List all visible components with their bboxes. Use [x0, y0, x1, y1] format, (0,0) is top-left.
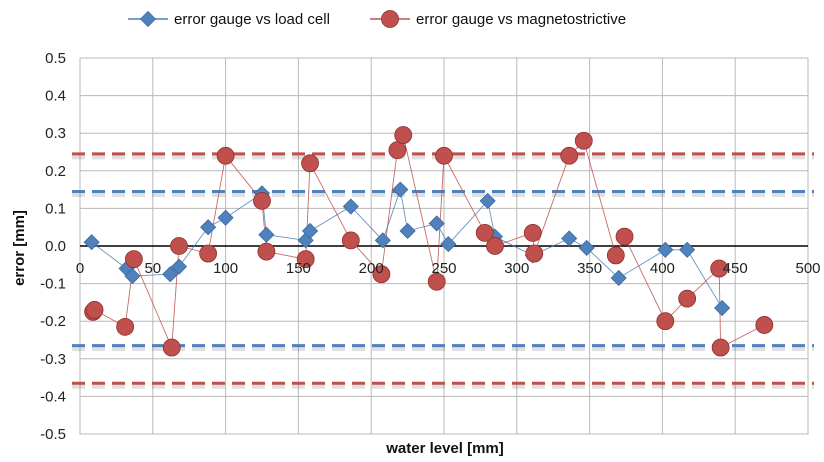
diamond-point — [479, 192, 496, 209]
circle-point — [615, 227, 634, 246]
y-tick-label: -0.1 — [40, 276, 66, 293]
x-tick-label: 250 — [431, 260, 456, 277]
circle-point — [574, 131, 593, 150]
circle-point — [755, 316, 774, 334]
diamond-point — [162, 266, 179, 283]
legend-label: error gauge vs load cell — [174, 11, 330, 28]
circle-point — [124, 250, 143, 269]
y-tick-label: -0.3 — [40, 351, 66, 368]
x-tick-label: 200 — [359, 260, 384, 277]
diamond-point — [170, 258, 188, 275]
y-tick-label: -0.2 — [40, 313, 66, 330]
circle-point — [486, 237, 504, 255]
x-tick-label: 350 — [577, 260, 602, 277]
x-tick-label: 0 — [76, 260, 84, 277]
x-tick-label: 150 — [286, 260, 311, 277]
diamond-point — [679, 241, 696, 258]
diamond-point — [200, 219, 217, 236]
circle-point — [523, 223, 542, 242]
circle-point — [394, 126, 413, 144]
diamond-point — [657, 241, 674, 258]
diamond-point — [258, 226, 275, 243]
diamond-point — [578, 239, 595, 256]
x-tick-label: 50 — [144, 260, 161, 277]
circle-point — [388, 141, 407, 160]
diamond-point — [392, 181, 409, 198]
y-tick-label: 0.1 — [45, 200, 66, 217]
diamond-point — [301, 222, 319, 240]
circle-point — [427, 272, 446, 291]
x-tick-label: 100 — [213, 260, 238, 277]
diamond-point — [610, 269, 627, 287]
circle-point — [525, 244, 544, 263]
circle-point — [341, 231, 360, 250]
legend-marker — [139, 10, 157, 28]
circle-point — [656, 312, 675, 331]
diamond-point — [399, 222, 416, 240]
diamond-point — [714, 299, 731, 317]
circle-point — [372, 265, 391, 284]
tick-labels: 0.5 0.4 0.3 0.2 0.1 0.0 -0.1 -0.2 -0.3 -0.4 -0.5 0 5… — [40, 50, 820, 443]
diamond-point — [83, 234, 100, 251]
y-tick-label: 0.0 — [45, 238, 66, 255]
circle-point — [85, 301, 104, 319]
x-tick-label: 450 — [723, 260, 748, 277]
diamond-point — [561, 230, 578, 247]
chart-legend: error gauge vs load cell error gauge vs m… — [128, 10, 626, 28]
diamond-point — [124, 268, 141, 285]
circle-point — [199, 244, 218, 263]
legend-marker — [381, 10, 399, 28]
circle-point — [253, 191, 271, 210]
legend-label: error gauge vs magnetostrictive — [416, 11, 626, 28]
circle-point — [678, 289, 697, 308]
x-tick-label: 500 — [795, 260, 820, 277]
x-axis-title: water level [mm] — [385, 440, 504, 457]
circle-point — [296, 250, 315, 269]
diamond-point — [428, 215, 445, 232]
circle-point — [435, 146, 453, 165]
y-tick-label: 0.4 — [45, 88, 66, 105]
circle-point — [560, 146, 579, 165]
y-tick-label: -0.4 — [40, 388, 66, 405]
y-axis-title: error [mm] — [11, 210, 28, 286]
circle-point — [257, 242, 276, 261]
x-tick-label: 300 — [504, 260, 529, 277]
circle-point — [116, 317, 135, 336]
circle-point — [606, 246, 625, 265]
diamond-point — [440, 236, 457, 253]
circle-point — [475, 223, 494, 242]
diamond-point — [342, 198, 359, 215]
series-markers — [83, 126, 774, 357]
x-tick-label: 400 — [650, 260, 675, 277]
y-tick-label: 0.5 — [45, 50, 66, 67]
circle-point — [216, 146, 235, 165]
y-tick-label: 0.2 — [45, 163, 66, 180]
circle-point — [170, 237, 188, 255]
y-tick-label: 0.3 — [45, 125, 66, 142]
circle-point — [711, 338, 730, 357]
circle-point — [162, 338, 181, 357]
diamond-point — [217, 209, 234, 226]
y-tick-label: -0.5 — [40, 426, 66, 443]
diamond-point — [374, 232, 391, 249]
circle-point — [301, 154, 319, 173]
circle-point — [710, 259, 729, 278]
